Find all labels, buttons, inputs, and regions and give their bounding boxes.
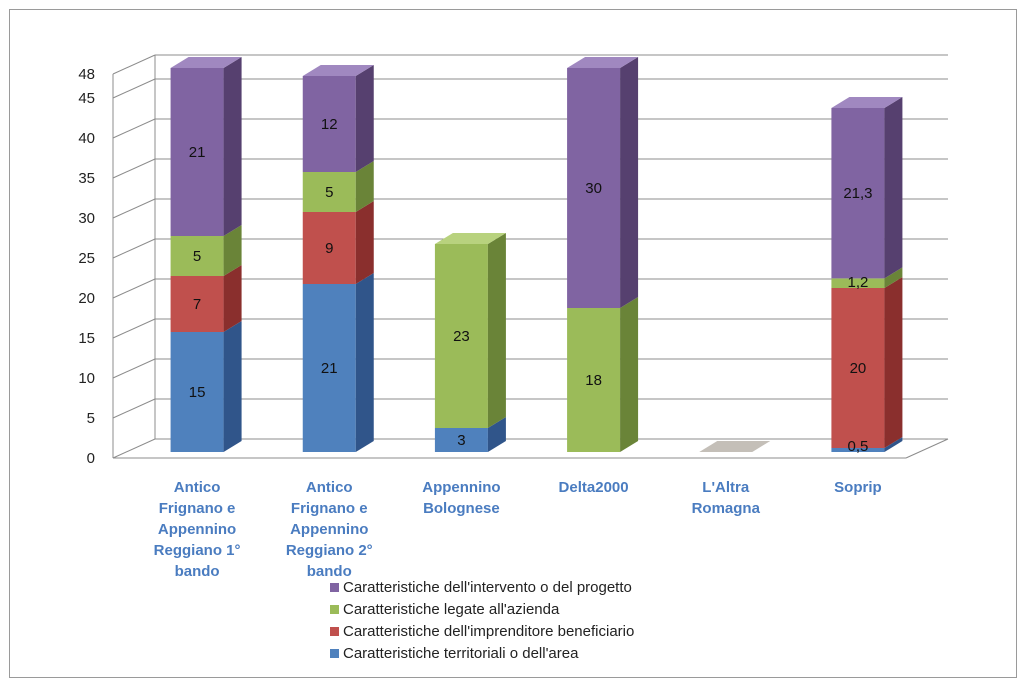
x-tick-label: Delta2000 xyxy=(559,479,629,496)
bar-segment-side xyxy=(884,277,903,448)
y-tick-label: 20 xyxy=(78,290,95,307)
legend-swatch xyxy=(330,583,339,592)
data-label: 0,5 xyxy=(847,438,868,455)
y-tick-label: 0 xyxy=(87,450,95,467)
y-tick-label: 35 xyxy=(78,170,95,187)
side-gridline xyxy=(112,54,156,75)
side-gridline xyxy=(112,118,156,139)
bar-segment-side xyxy=(223,225,242,276)
side-gridline xyxy=(112,278,156,299)
bar-segment-front xyxy=(567,68,621,308)
side-gridline xyxy=(112,398,156,419)
side-gridline xyxy=(112,158,156,179)
bar-segment-side xyxy=(884,97,903,279)
y-tick-label: 25 xyxy=(78,250,95,267)
y-tick-label: 15 xyxy=(78,330,95,347)
bar-segment-front xyxy=(302,172,356,212)
data-label: 20 xyxy=(850,360,867,377)
bar-segment-front xyxy=(302,212,356,284)
bar-segment-front xyxy=(567,308,621,452)
bar-segment-front xyxy=(170,332,224,452)
data-label: 5 xyxy=(325,184,333,201)
data-label: 21 xyxy=(321,360,338,377)
bar-segment-front xyxy=(302,76,356,172)
bar-segment-front xyxy=(170,236,224,276)
bar-segment-side xyxy=(487,417,506,452)
bar-segment-front xyxy=(170,68,224,236)
data-label: 5 xyxy=(193,248,201,265)
legend-swatch xyxy=(330,605,339,614)
bar-segment-front xyxy=(434,428,488,452)
side-gridline xyxy=(112,358,156,379)
side-gridline xyxy=(112,318,156,339)
bar-segment-front xyxy=(434,244,488,428)
legend-swatch xyxy=(330,649,339,658)
bar-segment-side xyxy=(884,437,903,452)
bar-segment-side xyxy=(223,265,242,332)
bar-segment-front xyxy=(831,288,885,448)
bar-segment-side xyxy=(355,201,374,284)
legend-label: Caratteristiche legate all'azienda xyxy=(343,601,560,618)
y-tick-label: 45 xyxy=(78,90,95,107)
x-tick-label: Antico Frignano e Appennino Reggiano 2° band… xyxy=(286,479,373,580)
data-label: 12 xyxy=(321,116,338,133)
data-label: 21,3 xyxy=(843,185,872,202)
floor-right-edge xyxy=(905,438,949,459)
bar-segment-front xyxy=(302,284,356,452)
data-label: 21 xyxy=(189,144,206,161)
bar-segment-side xyxy=(620,57,639,308)
x-tick-label: L'Altra Romagna xyxy=(692,479,761,517)
bars-layer xyxy=(170,57,903,452)
x-tick-label: Appennino Bolognese xyxy=(422,479,500,517)
bar-segment-side xyxy=(223,321,242,452)
data-label: 18 xyxy=(585,372,602,389)
bar-segment-side xyxy=(223,57,242,236)
legend-label: Caratteristiche dell'imprenditore benefi… xyxy=(343,623,634,640)
bar-segment-side xyxy=(620,297,639,452)
bar-segment-top xyxy=(170,57,242,68)
bar-segment-front xyxy=(170,276,224,332)
bar-segment-top xyxy=(567,57,639,68)
data-label: 7 xyxy=(193,296,201,313)
data-label: 15 xyxy=(189,384,206,401)
bar-segment-front xyxy=(831,108,885,279)
legend: Caratteristiche dell'intervento o del pr… xyxy=(330,579,634,662)
bar-segment-side xyxy=(487,233,506,428)
bar-segment-front xyxy=(831,278,885,288)
side-gridline xyxy=(112,78,156,99)
bar-segment-top xyxy=(831,97,903,108)
bar-segment-front xyxy=(831,448,885,452)
y-tick-label: 48 xyxy=(78,66,95,83)
side-gridline xyxy=(112,438,156,459)
data-label: 3 xyxy=(457,432,465,449)
bar-segment-side xyxy=(355,273,374,452)
legend-swatch xyxy=(330,627,339,636)
bar-segment-side xyxy=(884,267,903,288)
grid-layer xyxy=(112,54,948,459)
empty-bar-marker xyxy=(699,441,771,452)
labels-layer: 15 7 5 21 21 9 5 12 3 23 18 30 0,5 20 1,2 21,3 xyxy=(189,116,873,455)
data-label: 1,2 xyxy=(847,274,868,291)
x-tick-label: Soprip xyxy=(834,479,882,496)
bar-segment-side xyxy=(355,161,374,212)
data-label: 23 xyxy=(453,328,470,345)
side-gridline xyxy=(112,238,156,259)
y-tick-label: 10 xyxy=(78,370,95,387)
bar-segment-side xyxy=(355,65,374,172)
data-label: 9 xyxy=(325,240,333,257)
data-label: 30 xyxy=(585,180,602,197)
side-gridline xyxy=(112,198,156,219)
y-tick-label: 40 xyxy=(78,130,95,147)
legend-label: Caratteristiche dell'intervento o del pr… xyxy=(343,579,632,596)
bar-segment-top xyxy=(302,65,374,76)
y-tick-label: 5 xyxy=(87,410,95,427)
legend-label: Caratteristiche territoriali o dell'area xyxy=(343,645,579,662)
y-tick-label: 30 xyxy=(78,210,95,227)
bar-segment-top xyxy=(434,233,506,244)
x-tick-label: Antico Frignano e Appennino Reggiano 1° band… xyxy=(154,479,241,580)
